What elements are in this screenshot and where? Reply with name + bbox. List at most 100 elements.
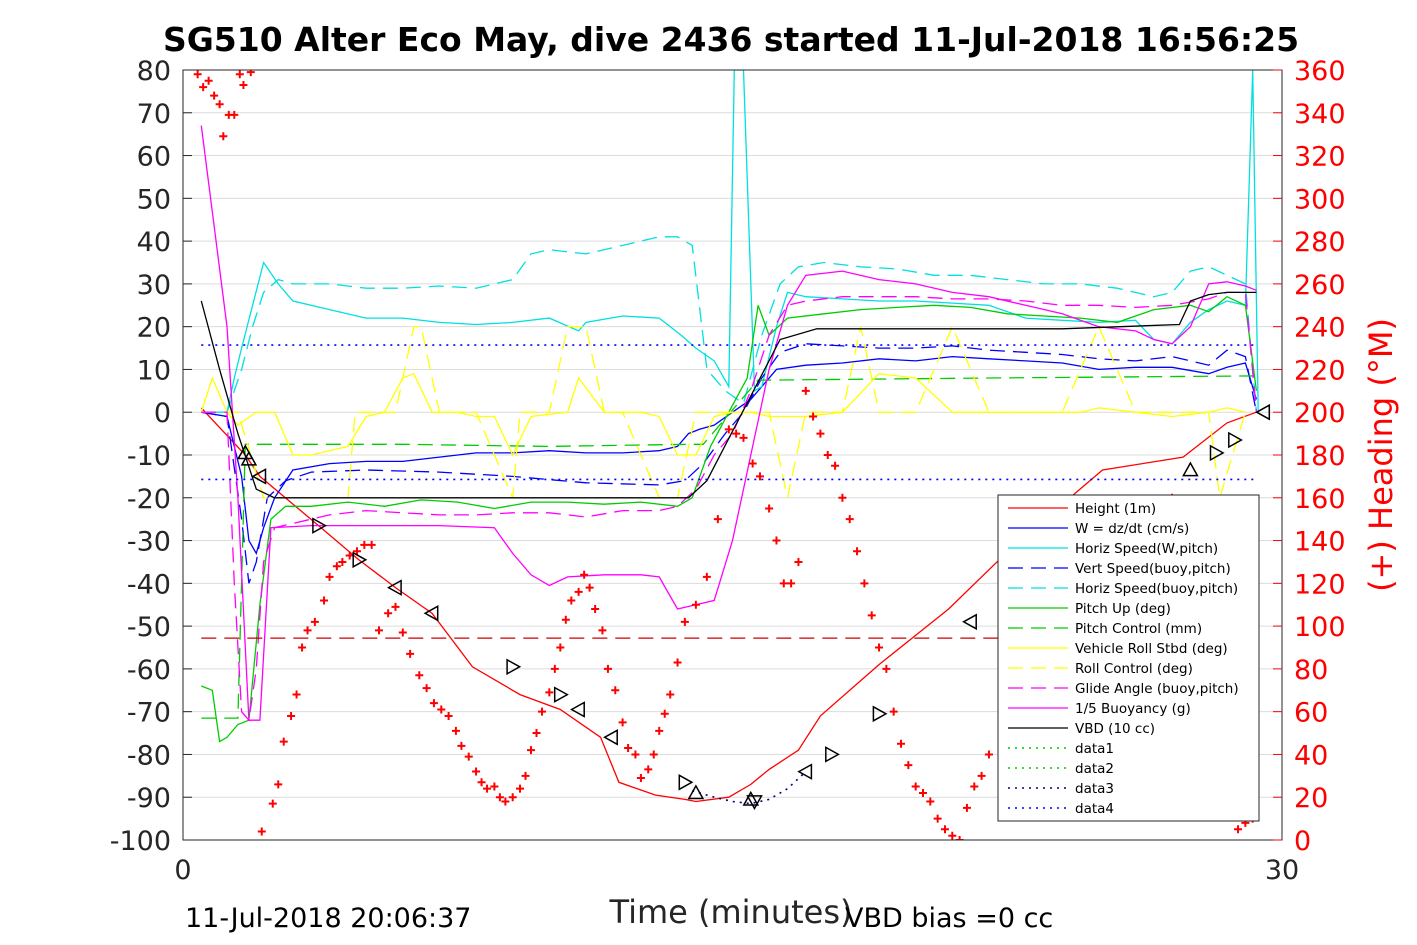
y-tick-label: 40 [137, 227, 171, 258]
heading-point [867, 611, 876, 620]
heading-point [287, 711, 296, 720]
legend-items: Height (1m) W = dz/dt (cm/s) Horiz Speed(W… [1008, 501, 1239, 817]
heading-point [521, 771, 530, 780]
heading-point [666, 690, 675, 699]
position-marker [386, 579, 402, 596]
right-tick-label: 100 [1294, 612, 1346, 643]
position-marker [742, 790, 760, 806]
y-tick-label: -40 [127, 569, 171, 600]
right-tick-label: 300 [1294, 184, 1346, 215]
right-tick-label: 280 [1294, 227, 1346, 258]
y-tick-label: 60 [137, 142, 171, 173]
heading-point [644, 765, 653, 774]
heading-point [838, 493, 847, 502]
position-marker [312, 517, 328, 534]
legend-label: Pitch Up (deg) [1075, 601, 1171, 617]
left-axis-ticks: 80 70 60 50 40 30 20 10 0 -10 -20 -30 -40 -50 -60 -70 -8… [110, 56, 192, 857]
heading-point [422, 684, 431, 693]
y-tick-label: -90 [127, 783, 171, 814]
legend-label: Roll Control (deg) [1075, 661, 1193, 677]
series-line [201, 295, 1258, 743]
legend-label: data1 [1075, 741, 1114, 757]
series-line [200, 291, 1257, 499]
marker-layer [237, 403, 1271, 811]
heading-point [962, 803, 971, 812]
heading-point [779, 579, 788, 588]
heading-point [457, 741, 466, 750]
heading-point [477, 778, 486, 787]
heading-point [556, 643, 565, 652]
heading-point [948, 831, 957, 840]
heading-point [603, 664, 612, 673]
heading-point [516, 784, 525, 793]
heading-point [406, 649, 415, 658]
heading-point [257, 827, 266, 836]
heading-point [398, 628, 407, 637]
heading-point [574, 587, 583, 596]
heading-point [550, 664, 559, 673]
footer-timestamp: 11-Jul-2018 20:06:37 [185, 903, 471, 934]
position-marker [1228, 431, 1243, 449]
heading-point [673, 658, 682, 667]
legend-label: Vehicle Roll Stbd (deg) [1075, 641, 1228, 657]
heading-point [374, 626, 383, 635]
right-tick-label: 240 [1294, 313, 1346, 344]
heading-point [823, 451, 832, 459]
heading-point [739, 433, 748, 442]
heading-point [545, 688, 554, 697]
heading-point [765, 504, 774, 513]
heading-point [655, 726, 664, 735]
heading-point [618, 718, 627, 727]
series-line [201, 375, 1257, 719]
y-tick-label: -50 [127, 612, 171, 643]
y-tick-label: -100 [110, 826, 171, 857]
heading-point [532, 729, 541, 738]
legend-label: W = dz/dt (cm/s) [1075, 521, 1189, 537]
series-line [201, 343, 1258, 584]
position-marker [1182, 461, 1199, 477]
y-tick-label: -10 [127, 441, 171, 472]
heading-point [501, 797, 510, 806]
series-line [201, 344, 1257, 481]
heading-point [246, 70, 255, 77]
right-tick-label: 140 [1294, 527, 1346, 558]
chart-title: SG510 Alter Eco May, dive 2436 started 1… [163, 20, 1299, 59]
x-tick-label: 0 [174, 855, 191, 886]
heading-point [204, 76, 213, 85]
y-tick-label: -80 [127, 740, 171, 771]
heading-point [933, 814, 942, 823]
series-layer [200, 70, 1259, 805]
position-marker [1209, 444, 1225, 462]
heading-point [748, 459, 757, 468]
heading-point [897, 739, 906, 748]
y-tick-label: 80 [137, 56, 171, 87]
legend-label: VBD (10 cc) [1075, 721, 1155, 737]
heading-point [691, 600, 700, 609]
heading-point [429, 699, 438, 708]
right-tick-label: 40 [1294, 740, 1328, 771]
heading-point [338, 557, 347, 566]
position-marker [553, 686, 569, 703]
heading-points-layer [193, 70, 1257, 840]
position-marker [872, 705, 888, 723]
heading-point [193, 70, 202, 79]
y-tick-label: -30 [127, 527, 171, 558]
heading-point [801, 386, 810, 395]
right-tick-label: 180 [1294, 441, 1346, 472]
heading-point [794, 557, 803, 566]
position-marker [746, 795, 763, 811]
heading-point [360, 540, 369, 549]
series-line [201, 236, 1258, 413]
heading-point [391, 602, 400, 611]
heading-point [889, 707, 898, 716]
heading-point [816, 429, 825, 438]
heading-point [239, 80, 248, 89]
heading-point [631, 750, 640, 759]
right-tick-label: 0 [1294, 826, 1311, 857]
heading-point [955, 836, 964, 840]
y-tick-label: 50 [137, 184, 171, 215]
legend-box [997, 494, 1260, 822]
right-tick-label: 340 [1294, 99, 1346, 130]
heading-point [353, 547, 362, 556]
y-tick-label: -70 [127, 698, 171, 729]
